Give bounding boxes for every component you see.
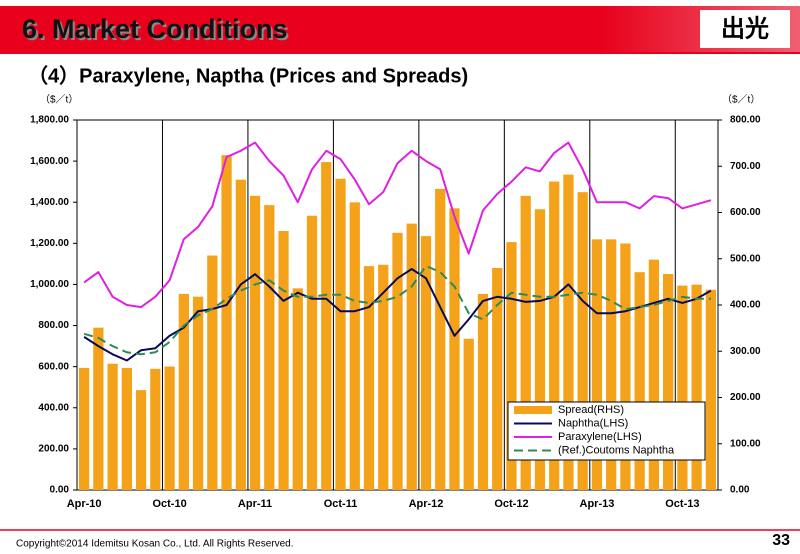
legend-label: Spread(RHS) [558,404,624,416]
line [83,141,712,309]
bar [235,179,246,490]
x-tick-label: Oct-12 [494,498,528,510]
bar [477,293,489,490]
y-tick-label: 1,200.00 [30,238,69,249]
y2-tick-label: 200.00 [730,392,761,403]
line [83,264,711,356]
bar [534,209,546,490]
bar [406,223,417,490]
y-tick-label: 1,600.00 [30,156,69,167]
x-tick-label: Oct-11 [324,498,358,510]
bar [93,327,104,490]
y2-tick-label: 100.00 [730,438,761,449]
bar [591,239,603,490]
bar [135,390,147,490]
y2-tick-label: 500.00 [730,253,761,264]
bar [278,231,289,490]
bar [435,188,446,490]
legend-label: Paraxylene(LHS) [558,431,642,443]
bar [492,268,503,490]
header-rule [0,52,800,54]
x-tick-label: Apr-10 [67,498,102,510]
y2-tick-label: 300.00 [730,346,761,357]
bar [463,338,474,490]
bar [363,266,375,490]
y2-tick-label: 400.00 [730,300,761,311]
bar [520,195,531,490]
header-title-shadow: 6. Market Conditions [24,16,290,46]
plot: 0.00 200.00 400.00 600.00 800.00 1,000.00 1,20… [30,115,761,510]
bar [192,296,204,490]
bar [164,366,175,490]
bar [691,284,702,490]
x-tick-label: Apr-13 [580,498,615,510]
bar [349,202,360,490]
y2-unit: （$／t） [722,94,760,106]
y2-tick-label: 600.00 [730,207,761,218]
bar [292,288,303,490]
copyright: Copyright©2014 Idemitsu Kosan Co., Ltd. … [16,539,294,550]
bar [335,178,346,491]
x-tick-label: Oct-13 [665,498,699,510]
bar [577,192,588,490]
y-tick-label: 600.00 [38,361,69,372]
bar [606,239,617,490]
bar [264,205,275,490]
logo: 出光 [721,15,769,42]
y-tick-label: 200.00 [38,444,69,455]
header-bar [0,6,800,52]
y-tick-label: 1,800.00 [30,115,69,126]
chart-title: （4）Paraxylene, Naptha (Prices and Spread… [28,64,468,87]
bar [506,242,517,490]
logo-box [700,10,790,48]
legend-label: (Ref.)Coutoms Naphtha [558,444,675,456]
y-tick-label: 0.00 [50,485,70,496]
y2-tick-label: 700.00 [730,161,761,172]
bar [150,368,161,490]
bar [705,289,717,490]
y-unit: （$／t） [40,94,78,106]
y-tick-label: 1,400.00 [30,197,69,208]
bar [321,162,332,490]
legend-label: Naphtha(LHS) [558,417,628,429]
y-tick-label: 400.00 [38,402,69,413]
bar [648,259,660,490]
y2-tick-label: 0.00 [730,485,750,496]
bar [121,367,132,490]
bar [677,285,688,490]
bar [207,255,218,490]
bar [620,243,631,490]
y-tick-label: 1,000.00 [30,279,69,290]
legend-swatch [514,406,552,414]
y-tick-label: 800.00 [38,320,69,331]
bar [306,215,318,491]
x-tick-label: Apr-11 [238,498,272,510]
bar [221,155,232,490]
bar [107,363,118,490]
bar [634,272,645,490]
bar [78,367,90,490]
x-tick-label: Oct-10 [152,498,186,510]
page-number: 33 [772,532,790,549]
x-tick-label: Apr-12 [409,498,444,510]
y2-tick-label: 800.00 [730,115,761,126]
bar [449,208,460,490]
bar [392,232,403,490]
bar [549,181,560,490]
bar [178,293,189,490]
bar [420,236,432,490]
header-title: 6. Market Conditions [22,14,288,44]
bar [563,174,574,490]
bar [663,274,674,490]
bar [378,264,389,490]
bar [249,195,261,490]
